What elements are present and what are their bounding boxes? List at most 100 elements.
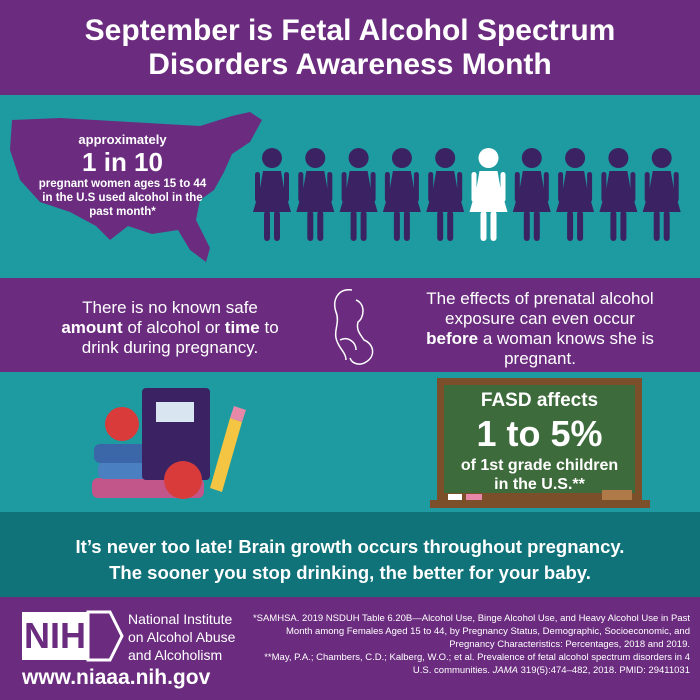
figure-arm	[601, 172, 607, 202]
notebook-label	[156, 402, 194, 422]
text: 319(5):474–482, 2018. PMID: 29411031	[517, 665, 690, 676]
stat-text: pregnant women ages 15 to 44	[38, 178, 207, 190]
figure-arm	[457, 172, 463, 202]
figure-dress	[599, 171, 638, 212]
figure-leg	[567, 211, 574, 241]
figure-head	[521, 148, 542, 168]
figure-dress	[426, 171, 465, 212]
board-figure: 1 to 5%	[476, 413, 603, 454]
figure-dress	[642, 171, 681, 212]
figure-leg	[437, 211, 444, 241]
text: to drink during pregnancy.	[81, 318, 279, 357]
stat-lead: approximately	[78, 132, 167, 147]
figure-leg	[447, 211, 454, 241]
figure-arm	[471, 172, 477, 202]
apple	[164, 461, 202, 499]
logo-box	[22, 612, 88, 660]
figure-leg	[403, 211, 410, 241]
eraser	[602, 490, 632, 500]
text: The effects of prenatal alcohol exposure…	[426, 289, 654, 328]
figure-leg	[490, 211, 497, 241]
logo-arrow	[86, 610, 124, 662]
figure-arm	[384, 172, 390, 202]
figure-leg	[317, 211, 324, 241]
woman-figure	[382, 148, 421, 241]
figure-arm	[370, 172, 376, 202]
message-line: The sooner you stop drinking, the better…	[109, 562, 591, 583]
nih-logo	[22, 610, 124, 662]
figure-dress	[556, 171, 595, 212]
hair-outline	[334, 289, 353, 361]
figure-leg	[360, 211, 367, 241]
figure-head	[262, 148, 282, 168]
figure-leg	[610, 211, 617, 241]
woman-figure	[253, 148, 291, 241]
text-bold: amount	[61, 318, 123, 337]
text-bold: time	[224, 318, 260, 337]
fact-right: The effects of prenatal alcohol exposure…	[420, 289, 660, 369]
footnote: **May, P.A.; Chambers, C.D.; Kalberg, W.…	[250, 651, 690, 677]
text: There is no known safe	[82, 298, 258, 317]
figure-arm	[558, 172, 564, 202]
board-lead: FASD affects	[480, 390, 599, 411]
chalkboard-text: FASD affects 1 to 5% of 1st grade childr…	[444, 390, 635, 494]
figure-head	[565, 148, 586, 168]
books-illustration	[92, 388, 246, 499]
org-line: National Institute	[128, 611, 233, 627]
figure-head	[391, 148, 412, 168]
pencil	[210, 418, 242, 492]
woman-figure	[426, 148, 465, 241]
woman-figure	[339, 148, 378, 241]
figure-arm	[428, 172, 434, 202]
figure-leg	[307, 211, 314, 241]
figure-dress	[339, 171, 378, 212]
figure-leg	[480, 211, 487, 241]
text: of alcohol or	[122, 318, 225, 337]
figure-leg	[523, 211, 530, 241]
figure-head	[608, 148, 629, 168]
message-line: It’s never too late! Brain growth occurs…	[75, 536, 625, 557]
title: September is Fetal Alcohol Spectrum Diso…	[0, 14, 700, 82]
header	[0, 0, 700, 95]
woman-figure	[469, 148, 508, 241]
arm-outline	[339, 338, 357, 351]
footnotes: *SAMHSA. 2019 NSDUH Table 6.20B—Alcohol …	[250, 612, 690, 677]
us-map	[10, 112, 262, 262]
woman-figure	[512, 148, 551, 241]
figure-arm	[327, 172, 333, 202]
figure-dress	[382, 171, 421, 212]
figure-leg	[663, 211, 670, 241]
figure-leg	[274, 211, 280, 241]
figure-leg	[533, 211, 540, 241]
logo-text: NIH	[24, 615, 86, 656]
text: **May, P.A.; Chambers, C.D.; Kalberg, W.…	[264, 652, 690, 676]
woman-figure	[599, 148, 638, 241]
figure-arm	[500, 172, 506, 202]
fact-left: There is no known safe amount of alcohol…	[50, 298, 290, 358]
org-line: on Alcohol Abuse	[128, 629, 236, 645]
pregnant-woman-icon	[334, 289, 374, 365]
figure-leg	[393, 211, 400, 241]
figure-head	[651, 148, 672, 168]
figure-leg	[264, 211, 270, 241]
url: www.niaaa.nih.gov	[22, 666, 211, 689]
figure-arm	[341, 172, 347, 202]
figure-leg	[620, 211, 627, 241]
figure-arm	[514, 172, 520, 202]
figure-dress	[253, 171, 291, 212]
pencil-eraser	[230, 406, 246, 422]
text-bold: before	[426, 329, 479, 348]
facts-band	[0, 278, 700, 372]
figure-dress	[469, 171, 508, 212]
figure-arm	[543, 172, 549, 202]
title-line: Disorders Awareness Month	[148, 48, 552, 81]
figure-head	[348, 148, 369, 168]
figure-head	[478, 148, 499, 168]
figure-arm	[630, 172, 636, 202]
text-italic: JAMA	[492, 665, 518, 676]
figure-arm	[673, 172, 679, 202]
chalk	[448, 494, 462, 500]
figure-arm	[587, 172, 593, 202]
figure-dress	[512, 171, 551, 212]
